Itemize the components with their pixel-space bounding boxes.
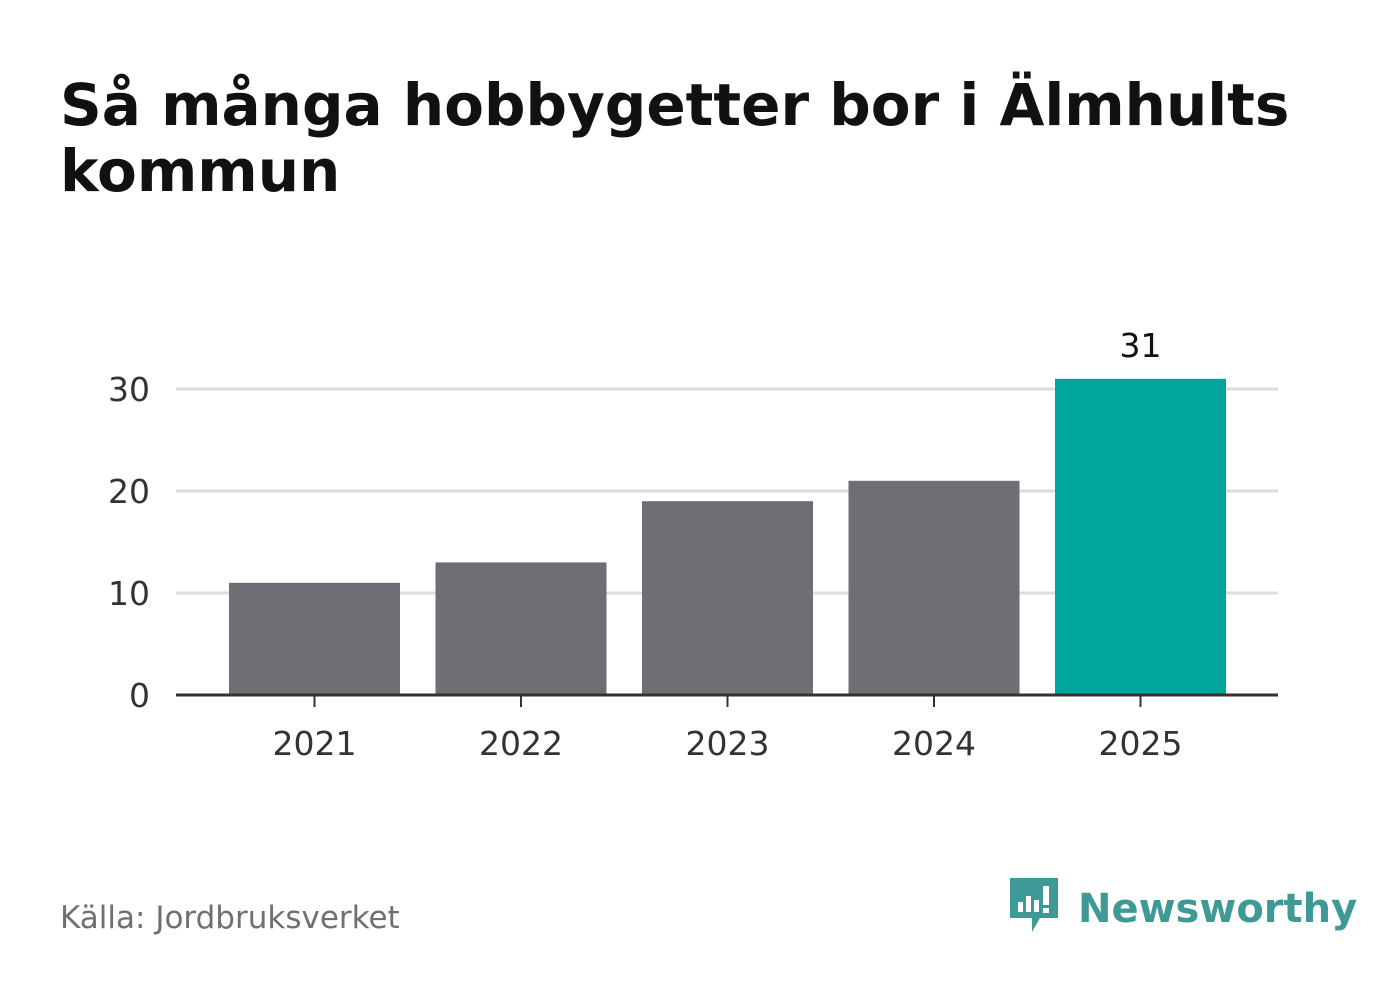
data-label: 31 [1120,326,1162,365]
bar-2023 [642,501,813,695]
brand-name: Newsworthy [1078,886,1358,932]
axes [176,693,1278,707]
x-tick-label: 2025 [1099,724,1183,763]
x-tick-label: 2023 [686,724,770,763]
bars [229,378,1226,695]
bar-2024 [848,480,1020,695]
brand-logo: Newsworthy [1010,878,1357,940]
x-tick-label: 2022 [479,724,563,763]
bar-2021 [229,582,400,695]
y-tick-label: 30 [108,370,150,409]
y-tick-label: 10 [108,574,150,613]
bar-2025 [1055,378,1226,695]
bar-2022 [435,562,607,695]
y-tick-label: 20 [108,472,150,511]
x-tick-label: 2021 [273,724,357,763]
newsworthy-logo-icon [1010,878,1058,932]
source-label: Källa: [60,900,146,936]
labels: 0 10 20 30 2021 2022 2023 2024 2025 31 [108,326,1182,763]
source-value: Jordbruksverket [155,900,400,936]
y-tick-label: 0 [129,676,150,715]
source-note: Källa: Jordbruksverket [60,900,400,936]
chart-title: Så många hobbygetter bor i Älmhults komm… [60,71,1290,205]
x-tick-label: 2024 [892,724,976,763]
